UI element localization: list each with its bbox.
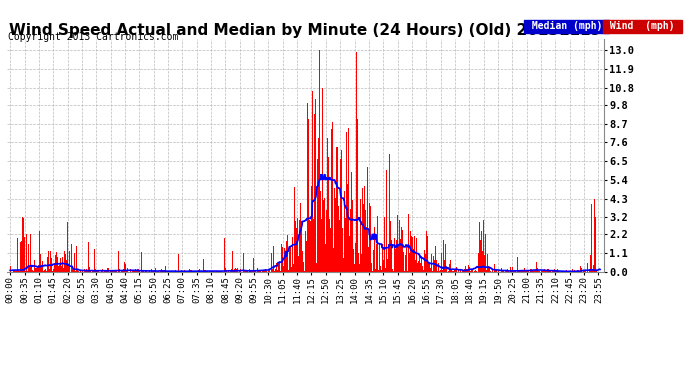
Text: Median (mph): Median (mph) xyxy=(526,21,608,31)
Text: Copyright 2013 Cartronics.com: Copyright 2013 Cartronics.com xyxy=(8,32,179,42)
Text: Wind  (mph): Wind (mph) xyxy=(604,21,681,31)
Title: Wind Speed Actual and Median by Minute (24 Hours) (Old) 20131119: Wind Speed Actual and Median by Minute (… xyxy=(9,23,602,38)
